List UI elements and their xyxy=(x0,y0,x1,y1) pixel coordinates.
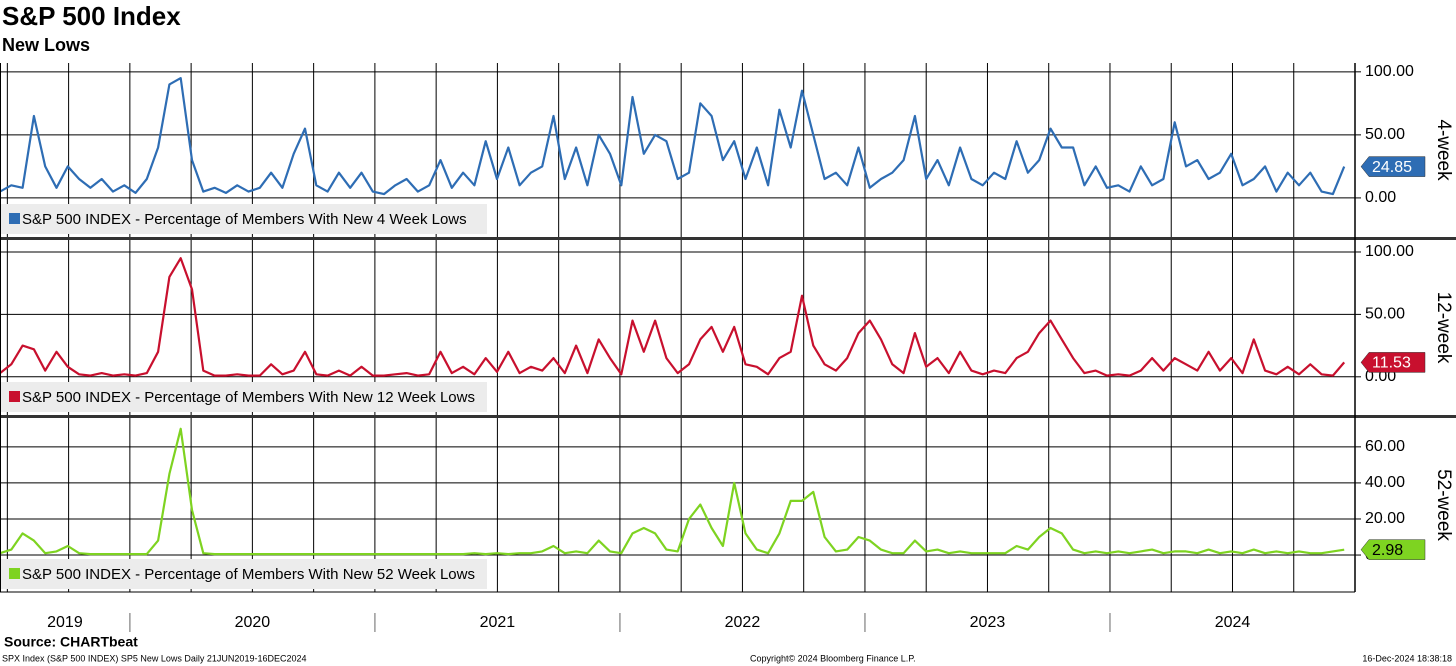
last-value-label: 2.98 xyxy=(1372,542,1403,559)
x-tick-label: 2023 xyxy=(970,614,1006,631)
x-tick-label: 2021 xyxy=(480,614,516,631)
last-value-label: 11.53 xyxy=(1372,355,1411,372)
y-tick-label: 100.00 xyxy=(1365,63,1414,80)
legend-label: S&P 500 INDEX - Percentage of Members Wi… xyxy=(22,566,475,583)
legend-label: S&P 500 INDEX - Percentage of Members Wi… xyxy=(22,389,475,406)
footer-left: SPX Index (S&P 500 INDEX) SP5 New Lows D… xyxy=(2,653,306,663)
y-tick-label: 40.00 xyxy=(1365,474,1405,491)
panel-separator xyxy=(0,237,1456,240)
legend-swatch xyxy=(9,568,20,579)
last-value-tag xyxy=(1360,156,1426,177)
axis-title: 4-week xyxy=(1433,119,1454,181)
legend-swatch xyxy=(9,391,20,402)
x-tick-label: 2019 xyxy=(47,614,83,631)
y-tick-label: 60.00 xyxy=(1365,438,1405,455)
last-value-label: 24.85 xyxy=(1372,159,1412,176)
x-tick-label: 2022 xyxy=(725,614,761,631)
y-tick-label: 50.00 xyxy=(1365,126,1405,143)
y-tick-label: 20.00 xyxy=(1365,510,1405,527)
legend-box xyxy=(1,559,487,589)
legend-label: S&P 500 INDEX - Percentage of Members Wi… xyxy=(22,211,467,228)
footer-center: Copyright© 2024 Bloomberg Finance L.P. xyxy=(750,653,916,663)
footer-right: 16-Dec-2024 18:38:18 xyxy=(1362,653,1452,663)
source: Source: CHARTbeat xyxy=(4,634,138,650)
y-tick-label: 50.00 xyxy=(1365,306,1405,323)
x-tick-label: 2024 xyxy=(1215,614,1251,631)
last-value-tag xyxy=(1360,539,1426,560)
legend-swatch xyxy=(9,213,20,224)
chart-subtitle: New Lows xyxy=(2,35,90,55)
chart-title: S&P 500 Index xyxy=(2,1,181,31)
axis-title: 12-week xyxy=(1433,292,1454,364)
legend-box xyxy=(1,204,487,234)
axis-title: 52-week xyxy=(1433,469,1454,541)
y-tick-label: 100.00 xyxy=(1365,243,1414,260)
panel-separator xyxy=(0,415,1456,418)
legend-box xyxy=(1,382,487,412)
data-line xyxy=(0,427,1345,556)
data-line xyxy=(0,77,1346,196)
x-tick-label: 2020 xyxy=(235,614,271,631)
last-value-tag xyxy=(1360,352,1426,373)
data-line xyxy=(0,257,1346,377)
y-tick-label: 0.00 xyxy=(1365,189,1396,206)
